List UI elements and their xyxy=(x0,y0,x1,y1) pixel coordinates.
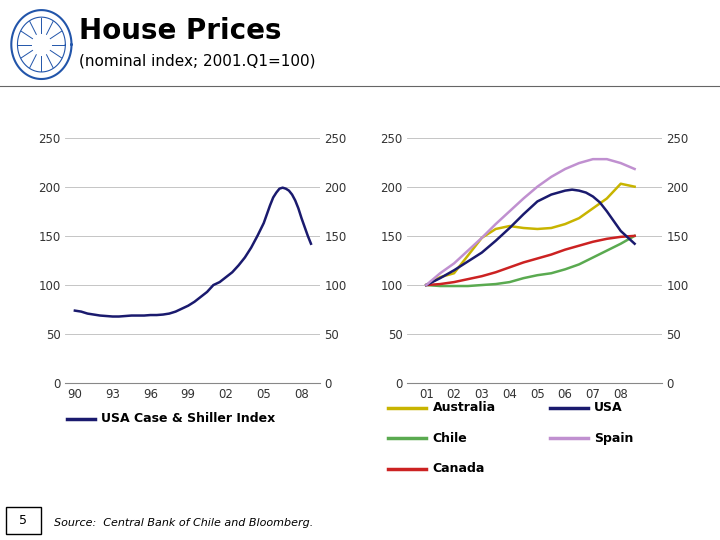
Text: House Prices: House Prices xyxy=(79,17,282,45)
FancyBboxPatch shape xyxy=(6,508,41,534)
Text: 5: 5 xyxy=(19,514,27,528)
Text: USA: USA xyxy=(594,401,623,414)
Text: Australia: Australia xyxy=(433,401,496,414)
Text: (nominal index; 2001.Q1=100): (nominal index; 2001.Q1=100) xyxy=(79,54,315,69)
Text: Canada: Canada xyxy=(433,462,485,475)
Text: Source:  Central Bank of Chile and Bloomberg.: Source: Central Bank of Chile and Bloomb… xyxy=(54,518,313,528)
Text: Spain: Spain xyxy=(594,431,634,445)
Text: USA Case & Shiller Index: USA Case & Shiller Index xyxy=(101,412,275,426)
Text: Chile: Chile xyxy=(433,431,467,445)
